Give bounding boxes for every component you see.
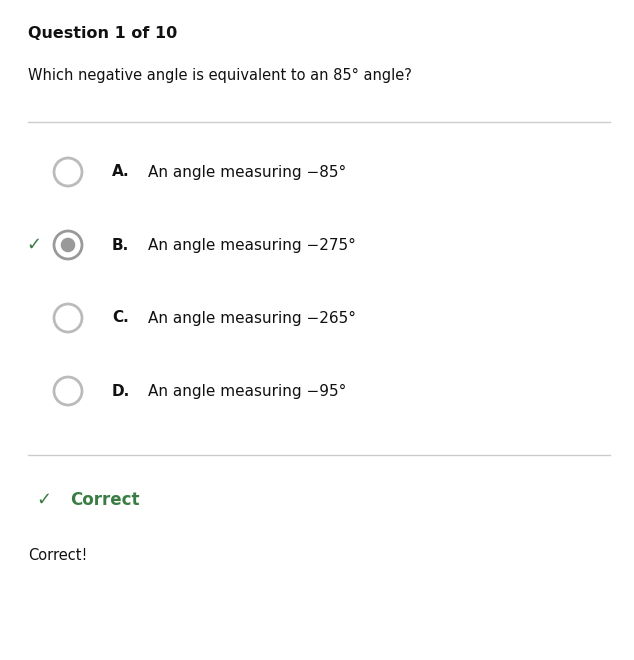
Text: ✓: ✓ bbox=[27, 236, 42, 254]
Text: B.: B. bbox=[112, 238, 129, 253]
Text: Which negative angle is equivalent to an 85° angle?: Which negative angle is equivalent to an… bbox=[28, 68, 412, 83]
Circle shape bbox=[61, 238, 75, 252]
Text: Question 1 of 10: Question 1 of 10 bbox=[28, 26, 178, 41]
Text: ✓: ✓ bbox=[36, 491, 51, 509]
Text: D.: D. bbox=[112, 383, 130, 399]
Text: An angle measuring −95°: An angle measuring −95° bbox=[148, 383, 346, 399]
Text: Correct!: Correct! bbox=[28, 548, 87, 563]
Text: An angle measuring −265°: An angle measuring −265° bbox=[148, 310, 356, 325]
Text: C.: C. bbox=[112, 310, 129, 325]
Text: An angle measuring −275°: An angle measuring −275° bbox=[148, 238, 356, 253]
Text: Correct: Correct bbox=[70, 491, 139, 509]
Text: A.: A. bbox=[112, 164, 129, 180]
Text: An angle measuring −85°: An angle measuring −85° bbox=[148, 164, 346, 180]
